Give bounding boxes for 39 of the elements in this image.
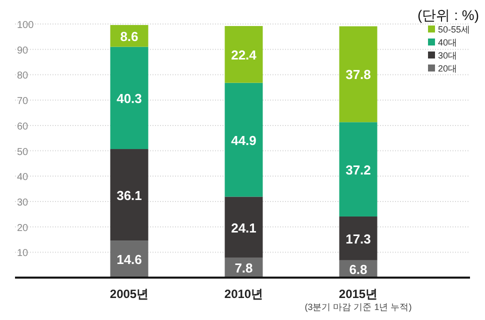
legend-label: 40대 — [438, 38, 458, 48]
bar — [339, 216, 378, 260]
y-tick-label: 50 — [17, 146, 29, 158]
x-tick-label: 2010년 — [224, 287, 264, 301]
y-tick-label: 30 — [17, 198, 29, 209]
bar — [224, 26, 263, 83]
data-label: 6.8 — [349, 262, 368, 277]
data-label: 7.8 — [234, 260, 253, 276]
bar — [224, 196, 263, 258]
x-tick-label: 2015년 — [338, 287, 378, 301]
text: (3분기 마감 기준 1년 누적) — [304, 302, 412, 312]
bar — [224, 82, 263, 197]
data-label: 36.1 — [116, 188, 142, 203]
legend-label: 50-55세 — [438, 24, 470, 34]
data-label: 40.3 — [116, 90, 142, 106]
bar — [339, 122, 378, 216]
y-tick-label: 40 — [17, 172, 29, 184]
data-label: 8.6 — [120, 28, 138, 44]
bar — [110, 46, 148, 150]
data-label: 44.9 — [231, 132, 256, 148]
y-tick-label: 60 — [17, 121, 29, 132]
data-label: 14.6 — [116, 252, 142, 268]
y-tick-label: 20 — [17, 222, 29, 234]
y-tick-label: 100 — [17, 20, 34, 31]
legend-label: 20대 — [438, 64, 458, 74]
bar — [339, 26, 378, 122]
data-label: 17.3 — [346, 231, 371, 246]
data-label: 22.4 — [231, 47, 258, 62]
y-tick-label: 90 — [17, 45, 29, 56]
data-label: 24.1 — [231, 220, 256, 236]
y-tick-label: 10 — [17, 248, 29, 260]
data-label: 37.8 — [346, 67, 371, 82]
y-tick-label: 80 — [17, 70, 29, 82]
legend-label: 30대 — [438, 50, 458, 60]
y-tick-label: 70 — [17, 96, 29, 108]
data-label: 37.2 — [346, 162, 371, 178]
bar — [110, 149, 148, 241]
x-tick-label: 2005년 — [110, 287, 149, 301]
y-axis-title: (단위 : %) — [418, 7, 479, 23]
